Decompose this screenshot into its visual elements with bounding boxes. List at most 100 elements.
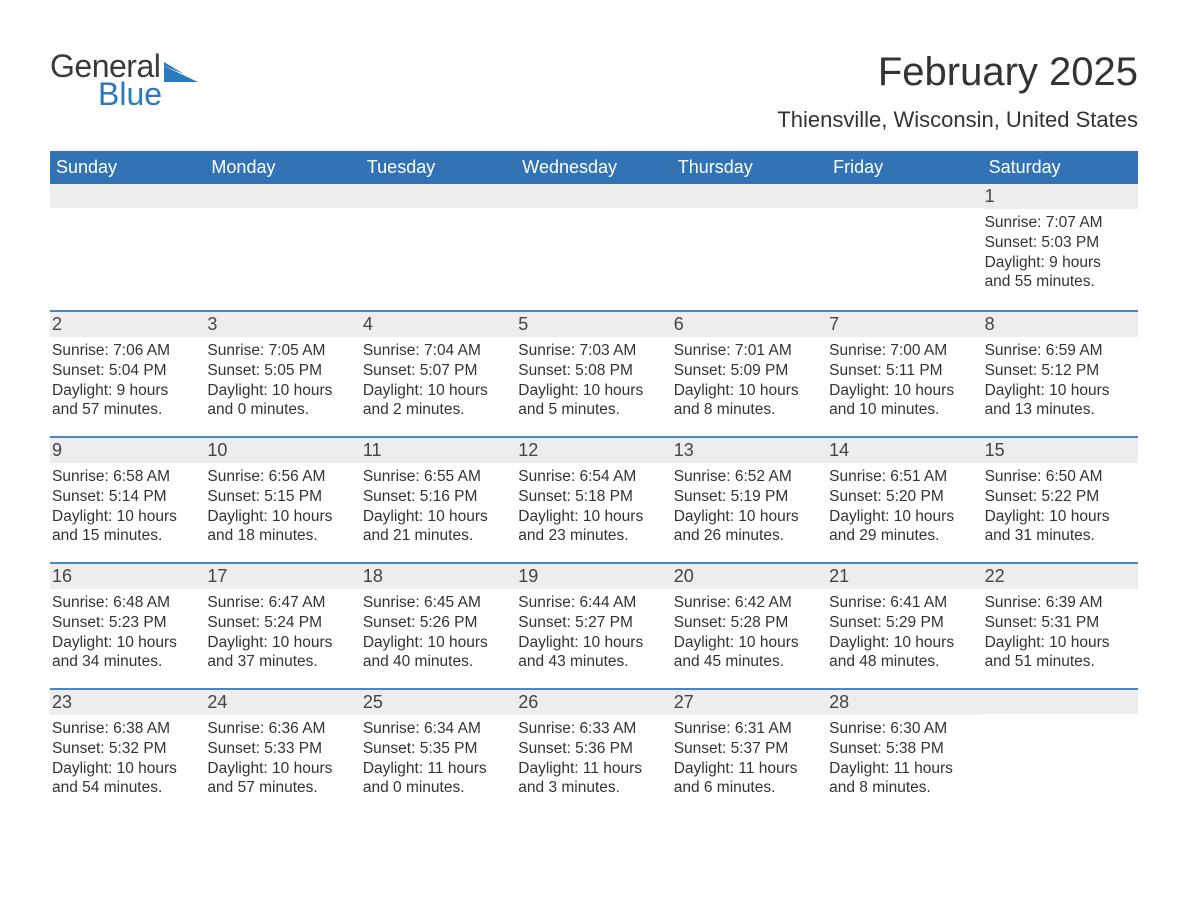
day-number: 7 — [827, 312, 982, 337]
day-details: Sunrise: 6:41 AMSunset: 5:29 PMDaylight:… — [829, 593, 976, 672]
week-row: 2Sunrise: 7:06 AMSunset: 5:04 PMDaylight… — [50, 310, 1138, 436]
day-number: 15 — [983, 438, 1138, 463]
day-cell — [827, 184, 982, 300]
sunrise-text: Sunrise: 6:33 AM — [518, 719, 665, 739]
day-details: Sunrise: 6:30 AMSunset: 5:38 PMDaylight:… — [829, 719, 976, 798]
daylight1-text: Daylight: 10 hours — [829, 633, 976, 653]
day-details: Sunrise: 7:07 AMSunset: 5:03 PMDaylight:… — [985, 213, 1132, 292]
day-details: Sunrise: 7:00 AMSunset: 5:11 PMDaylight:… — [829, 341, 976, 420]
sunrise-text: Sunrise: 7:00 AM — [829, 341, 976, 361]
sunset-text: Sunset: 5:04 PM — [52, 361, 199, 381]
daylight2-text: and 8 minutes. — [829, 778, 976, 798]
title-block: February 2025 Thiensville, Wisconsin, Un… — [777, 50, 1138, 133]
day-number — [516, 184, 671, 208]
day-cell: 21Sunrise: 6:41 AMSunset: 5:29 PMDayligh… — [827, 564, 982, 678]
daylight2-text: and 18 minutes. — [207, 526, 354, 546]
day-number: 12 — [516, 438, 671, 463]
day-cell: 1Sunrise: 7:07 AMSunset: 5:03 PMDaylight… — [983, 184, 1138, 300]
sunrise-text: Sunrise: 6:54 AM — [518, 467, 665, 487]
day-details: Sunrise: 6:55 AMSunset: 5:16 PMDaylight:… — [363, 467, 510, 546]
week-row: 9 Sunrise: 6:58 AMSunset: 5:14 PMDaylight… — [50, 436, 1138, 562]
logo-flag-icon — [164, 62, 198, 82]
day-number — [672, 184, 827, 208]
sunset-text: Sunset: 5:33 PM — [207, 739, 354, 759]
sunset-text: Sunset: 5:28 PM — [674, 613, 821, 633]
day-cell: 23Sunrise: 6:38 AMSunset: 5:32 PMDayligh… — [50, 690, 205, 804]
day-cell: 19Sunrise: 6:44 AMSunset: 5:27 PMDayligh… — [516, 564, 671, 678]
day-details: Sunrise: 6:33 AMSunset: 5:36 PMDaylight:… — [518, 719, 665, 798]
daylight2-text: and 45 minutes. — [674, 652, 821, 672]
daylight1-text: Daylight: 10 hours — [207, 759, 354, 779]
day-number: 28 — [827, 690, 982, 715]
header: General Blue February 2025 Thiensville, … — [50, 50, 1138, 133]
day-details: Sunrise: 6:39 AMSunset: 5:31 PMDaylight:… — [985, 593, 1132, 672]
day-cell: 24Sunrise: 6:36 AMSunset: 5:33 PMDayligh… — [205, 690, 360, 804]
sunrise-text: Sunrise: 6:39 AM — [985, 593, 1132, 613]
day-number: 18 — [361, 564, 516, 589]
day-cell: 25Sunrise: 6:34 AMSunset: 5:35 PMDayligh… — [361, 690, 516, 804]
sunrise-text: Sunrise: 7:01 AM — [674, 341, 821, 361]
day-number: 24 — [205, 690, 360, 715]
day-cell: 11 Sunrise: 6:55 AMSunset: 5:16 PMDayligh… — [361, 438, 516, 552]
day-details: Sunrise: 7:04 AMSunset: 5:07 PMDaylight:… — [363, 341, 510, 420]
day-number: 16 — [50, 564, 205, 589]
day-details: Sunrise: 6:51 AMSunset: 5:20 PMDaylight:… — [829, 467, 976, 546]
day-cell: 2Sunrise: 7:06 AMSunset: 5:04 PMDaylight… — [50, 312, 205, 426]
daylight2-text: and 5 minutes. — [518, 400, 665, 420]
daylight1-text: Daylight: 9 hours — [52, 381, 199, 401]
daylight2-text: and 15 minutes. — [52, 526, 199, 546]
day-number: 13 — [672, 438, 827, 463]
sunrise-text: Sunrise: 6:45 AM — [363, 593, 510, 613]
sunrise-text: Sunrise: 7:07 AM — [985, 213, 1132, 233]
sunrise-text: Sunrise: 6:47 AM — [207, 593, 354, 613]
day-number: 6 — [672, 312, 827, 337]
sunrise-text: Sunrise: 6:44 AM — [518, 593, 665, 613]
sunset-text: Sunset: 5:36 PM — [518, 739, 665, 759]
day-number: 11 — [361, 438, 516, 463]
month-title: February 2025 — [777, 50, 1138, 95]
weekday-wednesday: Wednesday — [516, 151, 671, 184]
daylight1-text: Daylight: 10 hours — [829, 507, 976, 527]
sunrise-text: Sunrise: 6:41 AM — [829, 593, 976, 613]
day-cell: 4Sunrise: 7:04 AMSunset: 5:07 PMDaylight… — [361, 312, 516, 426]
daylight1-text: Daylight: 10 hours — [518, 381, 665, 401]
day-cell: 7 Sunrise: 7:00 AMSunset: 5:11 PMDaylight… — [827, 312, 982, 426]
day-details: Sunrise: 6:31 AMSunset: 5:37 PMDaylight:… — [674, 719, 821, 798]
day-number — [361, 184, 516, 208]
daylight1-text: Daylight: 10 hours — [52, 759, 199, 779]
sunrise-text: Sunrise: 6:58 AM — [52, 467, 199, 487]
day-number: 19 — [516, 564, 671, 589]
daylight2-text: and 0 minutes. — [207, 400, 354, 420]
day-cell: 5Sunrise: 7:03 AMSunset: 5:08 PMDaylight… — [516, 312, 671, 426]
day-cell: 26Sunrise: 6:33 AMSunset: 5:36 PMDayligh… — [516, 690, 671, 804]
sunset-text: Sunset: 5:07 PM — [363, 361, 510, 381]
day-number: 9 — [50, 438, 205, 463]
daylight1-text: Daylight: 11 hours — [829, 759, 976, 779]
day-number: 14 — [827, 438, 982, 463]
sunrise-text: Sunrise: 6:31 AM — [674, 719, 821, 739]
day-cell: 8Sunrise: 6:59 AMSunset: 5:12 PMDaylight… — [983, 312, 1138, 426]
day-cell: 28 Sunrise: 6:30 AMSunset: 5:38 PMDayligh… — [827, 690, 982, 804]
daylight1-text: Daylight: 10 hours — [363, 633, 510, 653]
sunset-text: Sunset: 5:37 PM — [674, 739, 821, 759]
day-cell: 22Sunrise: 6:39 AMSunset: 5:31 PMDayligh… — [983, 564, 1138, 678]
weekday-saturday: Saturday — [983, 151, 1138, 184]
week-row: 23Sunrise: 6:38 AMSunset: 5:32 PMDayligh… — [50, 688, 1138, 814]
day-cell: 15Sunrise: 6:50 AMSunset: 5:22 PMDayligh… — [983, 438, 1138, 552]
daylight2-text: and 13 minutes. — [985, 400, 1132, 420]
week-row: 1Sunrise: 7:07 AMSunset: 5:03 PMDaylight… — [50, 184, 1138, 310]
daylight2-text: and 0 minutes. — [363, 778, 510, 798]
day-details: Sunrise: 6:58 AMSunset: 5:14 PMDaylight:… — [52, 467, 199, 546]
sunrise-text: Sunrise: 7:06 AM — [52, 341, 199, 361]
sunrise-text: Sunrise: 7:03 AM — [518, 341, 665, 361]
sunset-text: Sunset: 5:19 PM — [674, 487, 821, 507]
daylight2-text: and 54 minutes. — [52, 778, 199, 798]
sunrise-text: Sunrise: 6:38 AM — [52, 719, 199, 739]
daylight2-text: and 34 minutes. — [52, 652, 199, 672]
day-details: Sunrise: 7:06 AMSunset: 5:04 PMDaylight:… — [52, 341, 199, 420]
day-number: 17 — [205, 564, 360, 589]
daylight2-text: and 26 minutes. — [674, 526, 821, 546]
day-details: Sunrise: 6:42 AMSunset: 5:28 PMDaylight:… — [674, 593, 821, 672]
sunrise-text: Sunrise: 6:50 AM — [985, 467, 1132, 487]
daylight2-text: and 23 minutes. — [518, 526, 665, 546]
